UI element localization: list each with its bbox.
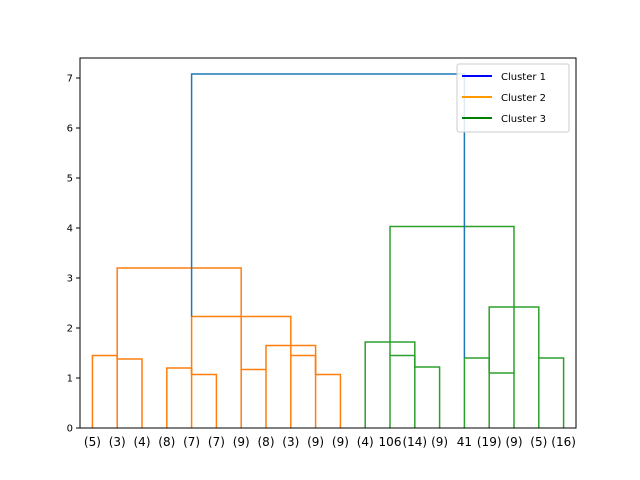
dendrogram-link: [190, 73, 466, 358]
leaf-label: 41: [457, 435, 472, 449]
y-tick-label: 3: [67, 274, 73, 285]
leaf-label: (4): [357, 435, 374, 449]
dendrogram-link: [389, 225, 515, 373]
dendrogram-link: [116, 267, 242, 370]
y-tick-label: 0: [67, 424, 73, 435]
leaf-label: (7): [183, 435, 200, 449]
leaf-label: (8): [158, 435, 175, 449]
leaf-label: (14): [402, 435, 427, 449]
dendrogram-link: [538, 357, 565, 428]
leaf-label: (9): [307, 435, 324, 449]
leaf-label: (5): [84, 435, 101, 449]
legend-box: [456, 63, 570, 133]
plot-frame: [79, 57, 577, 429]
dendrogram-link: [91, 354, 118, 428]
leaf-label: (9): [506, 435, 523, 449]
leaf-labels: (5) (3) (4) (8) (7) (7) (9) (8) (3) (9) (9) (4) 106(…: [84, 435, 576, 449]
leaf-label: (8): [258, 435, 275, 449]
dendrogram-link: [463, 357, 490, 428]
leaf-label: (4): [134, 435, 151, 449]
legend-label-cluster-3: Cluster 3: [501, 114, 546, 125]
dendrogram-links: [91, 73, 565, 428]
legend-label-cluster-2: Cluster 2: [501, 93, 546, 104]
leaf-label: (9): [431, 435, 448, 449]
dendrogram-link: [240, 368, 267, 428]
y-axis: 0 1 2 3 4 5 6 7: [67, 74, 80, 435]
legend-label-cluster-1: Cluster 1: [501, 72, 546, 83]
leaf-label: (5): [530, 435, 547, 449]
y-tick-label: 1: [67, 374, 73, 385]
leaf-label: (19): [477, 435, 502, 449]
y-tick-label: 4: [67, 224, 73, 235]
y-tick-label: 2: [67, 324, 73, 335]
leaf-label: (7): [208, 435, 225, 449]
leaf-label: (3): [282, 435, 299, 449]
dendrogram-link: [166, 367, 193, 428]
y-tick-label: 7: [67, 74, 73, 85]
y-tick-label: 6: [67, 124, 73, 135]
legend: Cluster 1 Cluster 2 Cluster 3: [456, 63, 570, 133]
dendrogram-link: [389, 354, 416, 428]
leaf-label: (16): [551, 435, 576, 449]
leaf-label: 106: [379, 435, 402, 449]
leaf-label: (9): [332, 435, 349, 449]
y-tick-label: 5: [67, 174, 73, 185]
leaf-label: (3): [109, 435, 126, 449]
dendrogram-link: [290, 354, 317, 428]
leaf-label: (9): [233, 435, 250, 449]
